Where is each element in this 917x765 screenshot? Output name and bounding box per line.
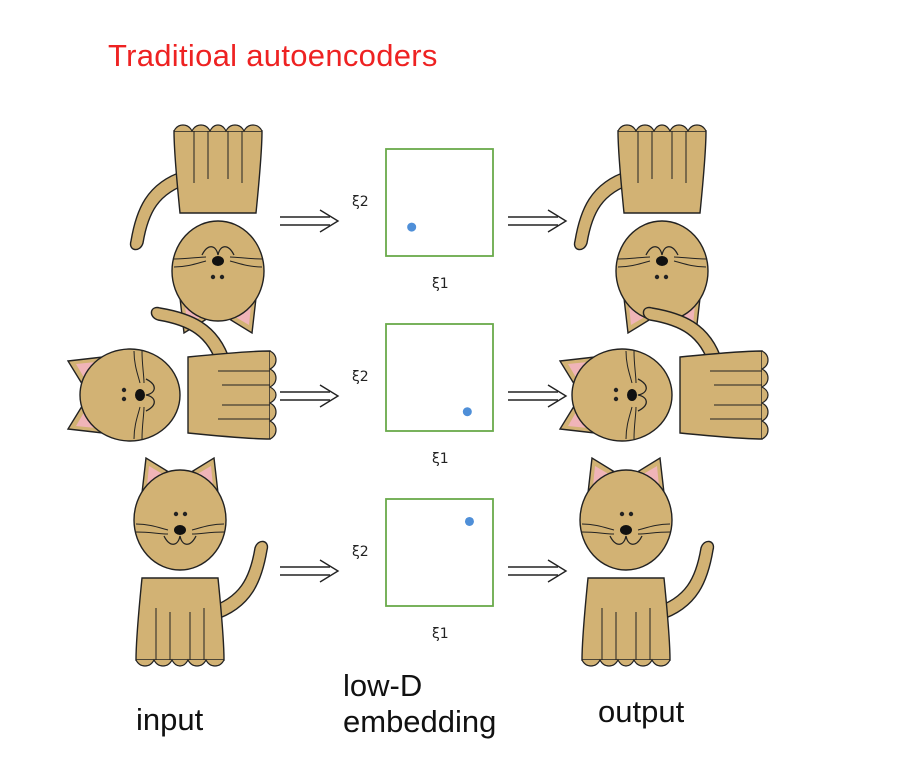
embedding-point-1 (407, 222, 417, 232)
output-cat-2 (559, 306, 769, 442)
arrow-in-3 (279, 559, 339, 583)
embedding-plot-2: ξ2 ξ1 (352, 323, 494, 467)
input-cat-1 (129, 124, 265, 334)
axis-label-y-3: ξ2 (352, 544, 369, 560)
embedding-plot-1: ξ2 ξ1 (352, 148, 494, 292)
input-cat-3 (133, 457, 269, 667)
embedding-plot-3: ξ2 ξ1 (352, 498, 494, 642)
output-label: output (598, 694, 685, 729)
low-d-label-line2: embedding (343, 704, 497, 739)
low-d-label-line1: low-D (343, 668, 423, 703)
axis-label-x-2: ξ1 (432, 451, 449, 467)
axis-label-x-1: ξ1 (432, 276, 449, 292)
axis-label-y-2: ξ2 (352, 369, 369, 385)
embedding-point-3 (464, 516, 474, 526)
embedding-point-2 (462, 407, 472, 417)
output-cat-3 (579, 457, 715, 667)
diagram-title: Traditioal autoencoders (108, 38, 438, 73)
arrow-out-2 (507, 384, 567, 408)
arrow-out-1 (507, 209, 567, 233)
arrow-in-1 (279, 209, 339, 233)
axis-label-x-3: ξ1 (432, 626, 449, 642)
arrow-in-2 (279, 384, 339, 408)
input-label: input (136, 702, 204, 737)
axis-label-y-1: ξ2 (352, 194, 369, 210)
arrow-out-3 (507, 559, 567, 583)
low-d-embedding-label: low-D embedding (343, 668, 496, 740)
output-cat-1 (573, 124, 709, 334)
